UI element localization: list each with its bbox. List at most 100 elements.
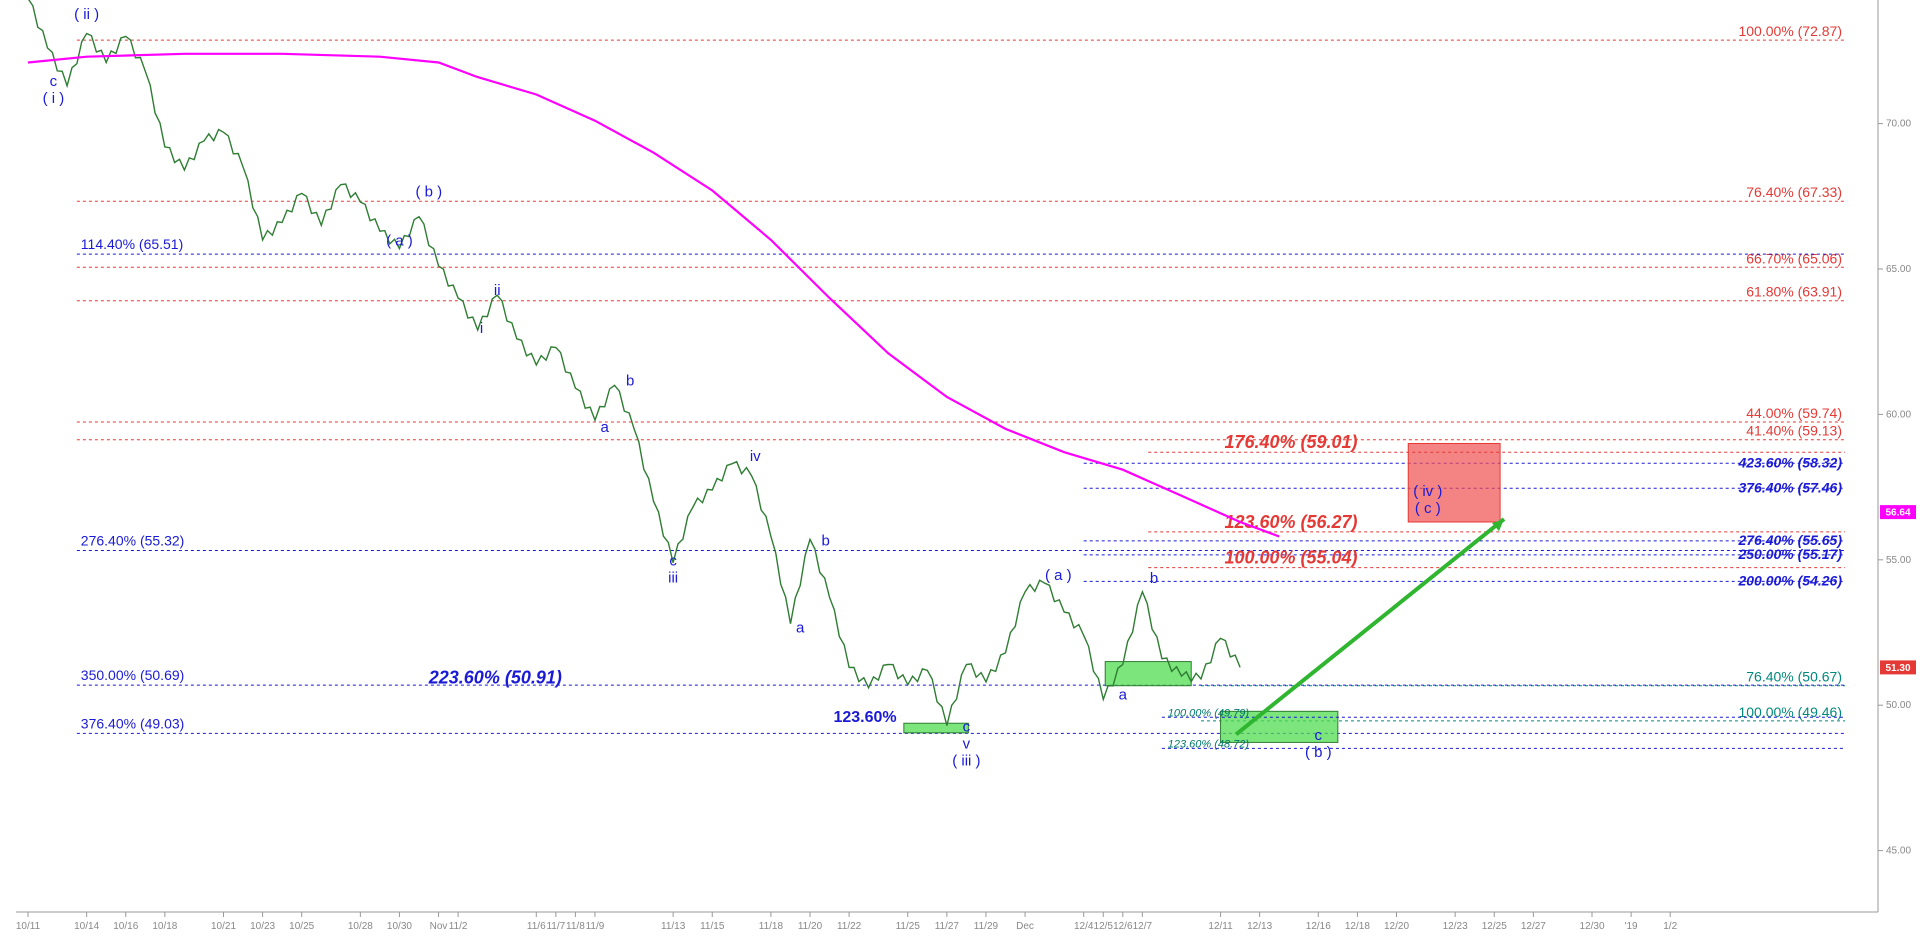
wave-label: ( iii ) bbox=[952, 752, 980, 769]
wave-label: ( b ) bbox=[1305, 744, 1332, 761]
fib-label-right: 61.80% (63.91) bbox=[1746, 284, 1842, 300]
x-tick-label: 12/7 bbox=[1133, 921, 1153, 932]
moving-average-line bbox=[27, 52, 1280, 538]
x-tick-label: Nov bbox=[430, 921, 448, 932]
fib-label-blue: 200.00% (54.26) bbox=[1737, 572, 1842, 588]
x-tick-label: 10/11 bbox=[16, 921, 41, 932]
x-tick-label: 12/18 bbox=[1345, 921, 1370, 932]
fib-label-left: 114.40% (65.51) bbox=[81, 236, 183, 252]
fib-label-right: 41.40% (59.13) bbox=[1746, 423, 1842, 439]
price-tag-label: 51.30 bbox=[1885, 663, 1910, 674]
wave-label: a bbox=[1119, 686, 1128, 703]
x-tick-label: 12/5 bbox=[1094, 921, 1114, 932]
fib-label-left: 376.40% (49.03) bbox=[81, 715, 185, 731]
fib-label-right: 100.00% (72.87) bbox=[1738, 23, 1842, 39]
x-tick-label: 10/30 bbox=[387, 921, 412, 932]
x-tick-label: 11/22 bbox=[837, 921, 862, 932]
y-tick-label: 60.00 bbox=[1886, 409, 1911, 420]
fib-label-right: 76.40% (50.67) bbox=[1746, 669, 1842, 685]
x-tick-label: 11/13 bbox=[661, 921, 686, 932]
x-tick-label: 12/27 bbox=[1521, 921, 1546, 932]
x-tick-label: 12/13 bbox=[1247, 921, 1272, 932]
x-tick-label: 11/25 bbox=[896, 921, 921, 932]
y-tick-label: 45.00 bbox=[1886, 846, 1911, 857]
wave-label: b bbox=[1150, 570, 1158, 587]
fib-label-mid: 100.00% (49.79) bbox=[1168, 707, 1250, 719]
x-tick-label: 10/28 bbox=[348, 921, 373, 932]
x-tick-label: 11/29 bbox=[974, 921, 999, 932]
wave-label: iii bbox=[668, 570, 678, 587]
price-series-line bbox=[28, 0, 1241, 726]
target-zone-green bbox=[903, 722, 969, 734]
wave-label: c bbox=[50, 73, 58, 90]
price-tag-bg bbox=[1880, 505, 1916, 520]
fib-label-mid: 100.00% (55.04) bbox=[1224, 548, 1357, 568]
wave-label: c bbox=[1315, 727, 1323, 744]
x-tick-label: 12/23 bbox=[1443, 921, 1468, 932]
x-tick-label: 11/9 bbox=[586, 921, 605, 932]
wave-label: v bbox=[963, 735, 971, 752]
x-tick-label: 10/16 bbox=[113, 921, 138, 932]
fib-label-mid: 123.60% (48.72) bbox=[1168, 738, 1250, 750]
fib-label-right: 76.40% (67.33) bbox=[1746, 184, 1842, 200]
wave-label: c bbox=[963, 718, 971, 735]
target-zone-red bbox=[1407, 442, 1501, 523]
x-tick-label: 10/18 bbox=[152, 921, 177, 932]
wave-label: ( b ) bbox=[415, 183, 442, 200]
wave-label: a bbox=[796, 620, 805, 637]
wave-label: ( c ) bbox=[1415, 500, 1441, 517]
y-tick-label: 55.00 bbox=[1886, 555, 1911, 566]
projection-arrow bbox=[1234, 517, 1506, 736]
wave-label: ( i ) bbox=[43, 90, 65, 107]
wave-label: ii bbox=[494, 282, 501, 299]
wave-label: b bbox=[821, 532, 829, 549]
fib-label-mid: 123.60% (56.27) bbox=[1224, 512, 1357, 532]
fib-label-left: 350.00% (50.69) bbox=[81, 667, 185, 683]
x-tick-label: 10/21 bbox=[211, 921, 236, 932]
fib-label-right: 66.70% (65.06) bbox=[1746, 250, 1842, 266]
x-tick-label: Dec bbox=[1016, 921, 1034, 932]
projection-arrowhead bbox=[1492, 519, 1505, 532]
fib-label-right: 100.00% (49.46) bbox=[1738, 704, 1842, 720]
fib-label-mid: 223.60% (50.91) bbox=[428, 668, 562, 688]
x-tick-label: 11/6 bbox=[527, 921, 546, 932]
x-tick-label: 12/4 bbox=[1074, 921, 1094, 932]
x-tick-label: 11/20 bbox=[798, 921, 823, 932]
fib-label-blue: 376.40% (57.46) bbox=[1738, 479, 1842, 495]
fib-label-mid: 123.60% bbox=[833, 709, 896, 726]
wave-label: ( a ) bbox=[1045, 567, 1072, 584]
x-tick-label: 11/15 bbox=[700, 921, 725, 932]
x-tick-label: 11/27 bbox=[935, 921, 960, 932]
x-tick-label: 11/2 bbox=[449, 921, 468, 932]
x-tick-label: 11/7 bbox=[546, 921, 565, 932]
x-tick-label: 1/2 bbox=[1663, 921, 1677, 932]
x-tick-label: 10/14 bbox=[74, 921, 99, 932]
x-tick-label: 12/25 bbox=[1482, 921, 1507, 932]
wave-label: i bbox=[480, 320, 483, 337]
y-tick-label: 70.00 bbox=[1886, 119, 1911, 130]
y-tick-label: 65.00 bbox=[1886, 264, 1911, 275]
y-tick-label: 50.00 bbox=[1886, 700, 1911, 711]
x-tick-label: 10/23 bbox=[250, 921, 275, 932]
x-tick-label: 12/6 bbox=[1113, 921, 1133, 932]
wave-label: iv bbox=[750, 448, 761, 465]
x-tick-label: 12/16 bbox=[1306, 921, 1331, 932]
wave-label: c bbox=[669, 553, 677, 570]
target-zone-green bbox=[1220, 710, 1339, 743]
x-tick-label: 10/25 bbox=[289, 921, 314, 932]
x-tick-label: 11/18 bbox=[759, 921, 784, 932]
wave-label: b bbox=[626, 372, 634, 389]
fib-label-mid: 176.40% (59.01) bbox=[1224, 432, 1357, 452]
fib-label-blue: 276.40% (55.65) bbox=[1737, 532, 1842, 548]
x-tick-label: 12/11 bbox=[1208, 921, 1233, 932]
fib-label-right: 44.00% (59.74) bbox=[1746, 405, 1842, 421]
price-tag-bg bbox=[1880, 660, 1916, 675]
x-tick-label: '19 bbox=[1625, 921, 1638, 932]
x-tick-label: 11/8 bbox=[566, 921, 585, 932]
fib-label-blue: 250.00% (55.17) bbox=[1737, 546, 1842, 562]
wave-label: ( iv ) bbox=[1413, 483, 1442, 500]
fib-label-left: 276.40% (55.32) bbox=[81, 532, 185, 548]
x-tick-label: 12/30 bbox=[1579, 921, 1604, 932]
